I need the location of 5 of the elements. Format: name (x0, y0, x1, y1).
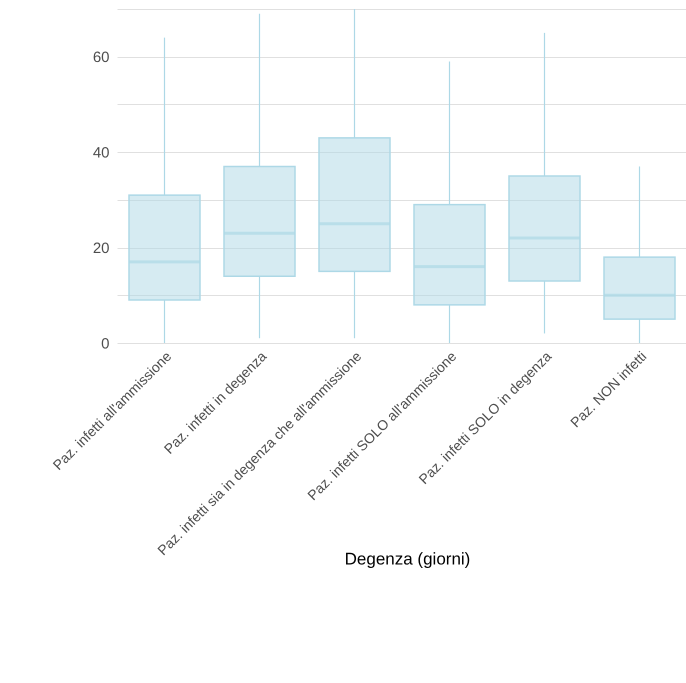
y-tick-label: 0 (101, 336, 110, 352)
y-tick-label: 40 (92, 144, 110, 162)
y-tick-label: 20 (92, 240, 110, 258)
x-axis-title: Degenza (giorni) (344, 550, 470, 568)
y-tick-label: 60 (92, 49, 110, 66)
